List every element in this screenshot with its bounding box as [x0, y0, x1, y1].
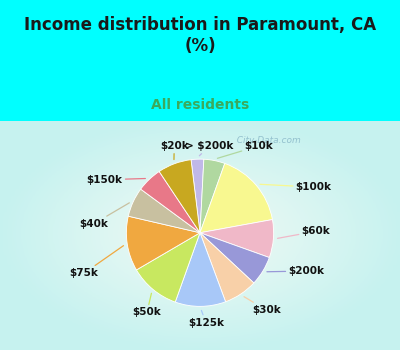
Text: $100k: $100k: [260, 182, 332, 192]
Text: $10k: $10k: [218, 141, 273, 158]
Text: $40k: $40k: [79, 203, 129, 229]
Text: $30k: $30k: [244, 297, 281, 315]
Wedge shape: [200, 233, 269, 283]
Text: Income distribution in Paramount, CA
(%): Income distribution in Paramount, CA (%): [24, 16, 376, 55]
Text: $60k: $60k: [278, 226, 330, 238]
Wedge shape: [141, 172, 200, 233]
Wedge shape: [200, 163, 272, 233]
Wedge shape: [191, 159, 204, 233]
Text: $150k: $150k: [87, 175, 145, 185]
Text: $200k: $200k: [267, 266, 324, 276]
Wedge shape: [159, 160, 200, 233]
Wedge shape: [136, 233, 200, 302]
Text: $20k: $20k: [160, 141, 189, 160]
Wedge shape: [128, 189, 200, 233]
Text: $125k: $125k: [188, 310, 224, 328]
Wedge shape: [200, 233, 254, 302]
Wedge shape: [175, 233, 226, 306]
Wedge shape: [200, 219, 274, 258]
Text: City-Data.com: City-Data.com: [231, 136, 301, 146]
Text: > $200k: > $200k: [185, 141, 234, 156]
Text: All residents: All residents: [151, 98, 249, 112]
Wedge shape: [126, 216, 200, 270]
Text: $75k: $75k: [70, 246, 124, 278]
Wedge shape: [200, 159, 225, 233]
Text: $50k: $50k: [133, 293, 161, 317]
